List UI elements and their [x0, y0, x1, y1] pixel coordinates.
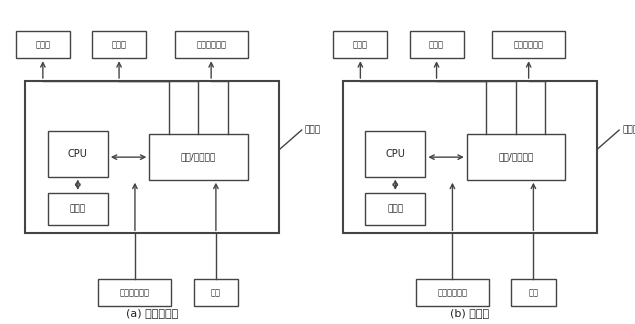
Text: 存储器: 存储器: [70, 204, 86, 214]
Text: 键盘: 键盘: [211, 288, 221, 297]
Text: CPU: CPU: [68, 149, 88, 159]
Text: 输入/输出接口: 输入/输出接口: [181, 153, 216, 162]
Bar: [25, 81, 279, 233]
Bar: [511, 279, 556, 306]
Text: 扬声器: 扬声器: [36, 40, 50, 49]
Text: 显示器: 显示器: [112, 40, 126, 49]
Text: 显示器: 显示器: [429, 40, 444, 49]
Bar: [343, 81, 597, 233]
Bar: [16, 31, 70, 58]
Bar: [92, 31, 146, 58]
Bar: [48, 131, 108, 177]
Bar: [492, 31, 565, 58]
Bar: [98, 279, 171, 306]
Text: 其他输入设备: 其他输入设备: [438, 288, 467, 297]
Bar: [365, 131, 425, 177]
Text: 其他输入设备: 其他输入设备: [120, 288, 150, 297]
Text: 扬声器: 扬声器: [353, 40, 368, 49]
Bar: [194, 279, 238, 306]
Bar: [365, 193, 425, 225]
Text: 输入/输出接口: 输入/输出接口: [498, 153, 533, 162]
Bar: [175, 31, 248, 58]
Text: 键盘: 键盘: [528, 288, 538, 297]
Text: 其他输出设备: 其他输出设备: [514, 40, 544, 49]
Text: CPU: CPU: [385, 149, 405, 159]
Bar: [48, 193, 108, 225]
Bar: [149, 134, 248, 180]
Text: 电路板: 电路板: [305, 126, 321, 134]
Bar: [333, 31, 387, 58]
Text: 存储器: 存储器: [387, 204, 403, 214]
Bar: [416, 279, 489, 306]
Text: 其他输出设备: 其他输出设备: [196, 40, 226, 49]
Bar: [467, 134, 565, 180]
Text: 集成电路: 集成电路: [622, 126, 635, 134]
Bar: [410, 31, 464, 58]
Text: (a) 微型计算机: (a) 微型计算机: [126, 307, 178, 318]
Text: (b) 单片机: (b) 单片机: [450, 307, 490, 318]
